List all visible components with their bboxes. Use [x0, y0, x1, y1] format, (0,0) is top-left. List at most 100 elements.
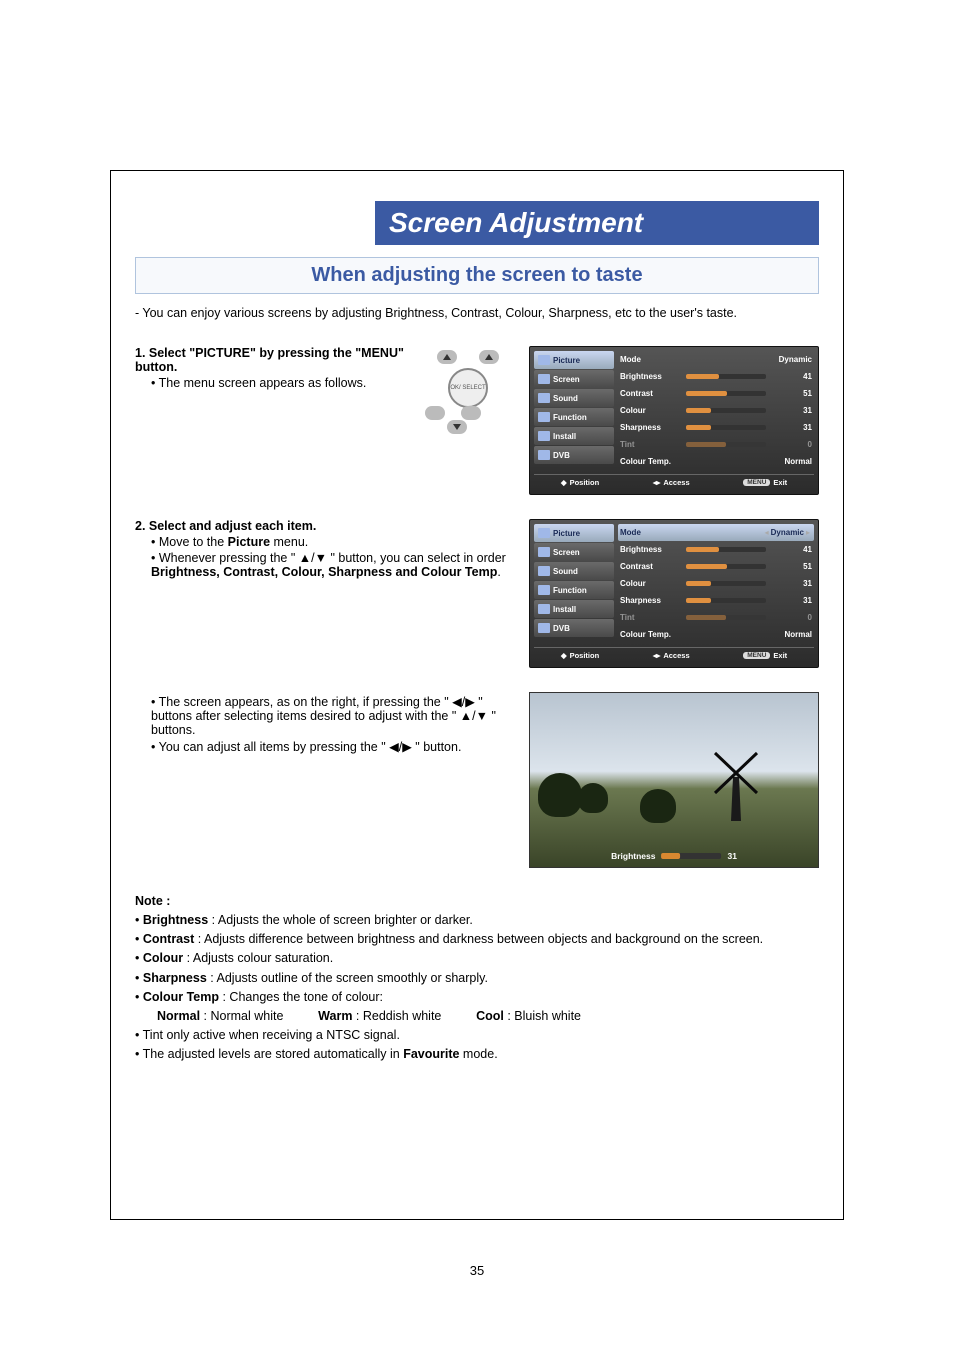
- chevron-left-icon: ◂: [763, 528, 771, 537]
- osd-tab-picture: Picture: [534, 524, 614, 542]
- step-3-text: • The screen appears, as on the right, i…: [135, 692, 513, 754]
- page-subtitle: When adjusting the screen to taste: [311, 264, 642, 286]
- step-3-row: • The screen appears, as on the right, i…: [135, 692, 819, 868]
- osd-row: Sharpness31: [618, 419, 814, 436]
- t: Favourite: [403, 1047, 459, 1061]
- note-title: Note :: [135, 892, 819, 910]
- osd-tab-install: Install: [534, 427, 614, 445]
- tab-label: DVB: [553, 624, 570, 633]
- osd-bar: [686, 615, 766, 620]
- t: Sharpness: [143, 971, 207, 985]
- note-favourite: • The adjusted levels are stored automat…: [135, 1045, 819, 1063]
- t: : Normal white: [200, 1009, 283, 1023]
- t: • The screen appears, as on the right, i…: [151, 695, 452, 709]
- t: Colour: [143, 951, 183, 965]
- t: : Adjusts difference between brightness …: [194, 932, 763, 946]
- osd-value: 31: [770, 579, 812, 588]
- step-1-bullet: • The menu screen appears as follows.: [135, 376, 407, 390]
- note-section: Note : • Brightness : Adjusts the whole …: [135, 892, 819, 1063]
- osd-row: Colour Temp.Normal: [618, 453, 814, 470]
- osd-label: Colour Temp.: [620, 630, 682, 639]
- osd-value: 0: [770, 613, 812, 622]
- osd-label: Tint: [620, 613, 682, 622]
- remote-ok-label: OK/ SELECT: [448, 368, 488, 408]
- osd-tab-function: Function: [534, 408, 614, 426]
- t: Colour Temp: [143, 990, 219, 1004]
- osd-value: 31: [770, 423, 812, 432]
- tab-icon: [538, 604, 550, 614]
- osd-mode-row: Mode◂Dynamic▸: [618, 524, 814, 541]
- tab-icon: [538, 566, 550, 576]
- osd-label: Colour Temp.: [620, 457, 682, 466]
- t: Normal: [157, 1009, 200, 1023]
- osd-value: 51: [770, 562, 812, 571]
- osd-panel-1: Picture Screen Sound Function Install DVB Mode…: [529, 346, 819, 495]
- tab-icon: [538, 450, 550, 460]
- tab-label: Sound: [553, 567, 578, 576]
- tree-shape: [640, 789, 676, 823]
- osd-tab-screen: Screen: [534, 543, 614, 561]
- osd-bar: [686, 408, 766, 413]
- tab-label: Sound: [553, 394, 578, 403]
- osd-bar: [686, 581, 766, 586]
- t: : Changes the tone of colour:: [219, 990, 383, 1004]
- t: • Whenever pressing the ": [151, 551, 299, 565]
- tab-label: DVB: [553, 451, 570, 460]
- osd-label: Mode: [620, 355, 682, 364]
- step-1-row: 1. Select "PICTURE" by pressing the "MEN…: [135, 346, 819, 495]
- osd-label: Colour: [620, 579, 682, 588]
- osd-tab-sound: Sound: [534, 389, 614, 407]
- leftright-icon: ◂▸: [653, 651, 661, 660]
- osd-bar: [686, 564, 766, 569]
- osd-row: Contrast51: [618, 385, 814, 402]
- preview-overlay: Brightness 31: [611, 851, 737, 861]
- page-title-bar: Screen Adjustment: [375, 201, 819, 245]
- overlay-label: Brightness: [611, 851, 655, 861]
- osd-label: Colour: [620, 406, 682, 415]
- left-right-icon: ◀/▶: [389, 740, 412, 754]
- osd-label: Contrast: [620, 562, 682, 571]
- t: : Bluish white: [504, 1009, 581, 1023]
- menu-pill: MENU: [743, 479, 770, 486]
- note-colour: • Colour : Adjusts colour saturation.: [135, 949, 819, 967]
- note-tint: • Tint only active when receiving a NTSC…: [135, 1026, 819, 1044]
- note-brightness: • Brightness : Adjusts the whole of scre…: [135, 911, 819, 929]
- osd-tab-dvb: DVB: [534, 619, 614, 637]
- t: : Adjusts colour saturation.: [183, 951, 333, 965]
- osd-tab-function: Function: [534, 581, 614, 599]
- chevron-right-icon: ▸: [804, 528, 812, 537]
- osd-tab-install: Install: [534, 600, 614, 618]
- leftright-icon: ◂▸: [653, 478, 661, 487]
- t: mode.: [459, 1047, 497, 1061]
- note-colourtemp: • Colour Temp : Changes the tone of colo…: [135, 988, 819, 1006]
- osd-tab-picture: Picture: [534, 351, 614, 369]
- osd-mode-row: ModeDynamic: [618, 351, 814, 368]
- intro-text: - You can enjoy various screens by adjus…: [135, 306, 819, 320]
- tab-icon: [538, 393, 550, 403]
- osd-bar: [686, 598, 766, 603]
- tab-label: Install: [553, 432, 576, 441]
- osd-footer: ◆ Position ◂▸ Access MENU Exit: [534, 647, 814, 663]
- tab-icon: [538, 547, 550, 557]
- osd-panel-2: Picture Screen Sound FunctionInstall DVB Mode…: [529, 519, 819, 668]
- osd-row: Sharpness31: [618, 592, 814, 609]
- t: " button, you can select in order: [327, 551, 506, 565]
- tab-label: Function: [553, 413, 587, 422]
- t: Note :: [135, 894, 170, 908]
- page-subtitle-bar: When adjusting the screen to taste: [135, 257, 819, 294]
- note-contrast: • Contrast : Adjusts difference between …: [135, 930, 819, 948]
- osd-bar: [686, 425, 766, 430]
- tab-label: Screen: [553, 375, 580, 384]
- footer-position: ◆ Position: [561, 651, 599, 660]
- tab-label: Screen: [553, 548, 580, 557]
- page-frame: Screen Adjustment When adjusting the scr…: [110, 170, 844, 1220]
- osd-footer: ◆ Position ◂▸ Access MENU Exit: [534, 474, 814, 490]
- t: Warm: [318, 1009, 352, 1023]
- windmill-icon: [709, 741, 763, 826]
- tab-icon: [538, 355, 550, 365]
- updown-icon: ◆: [561, 478, 567, 487]
- osd-value: 41: [770, 372, 812, 381]
- osd-tab-sound: Sound: [534, 562, 614, 580]
- tab-icon: [538, 528, 550, 538]
- osd-label: Sharpness: [620, 596, 682, 605]
